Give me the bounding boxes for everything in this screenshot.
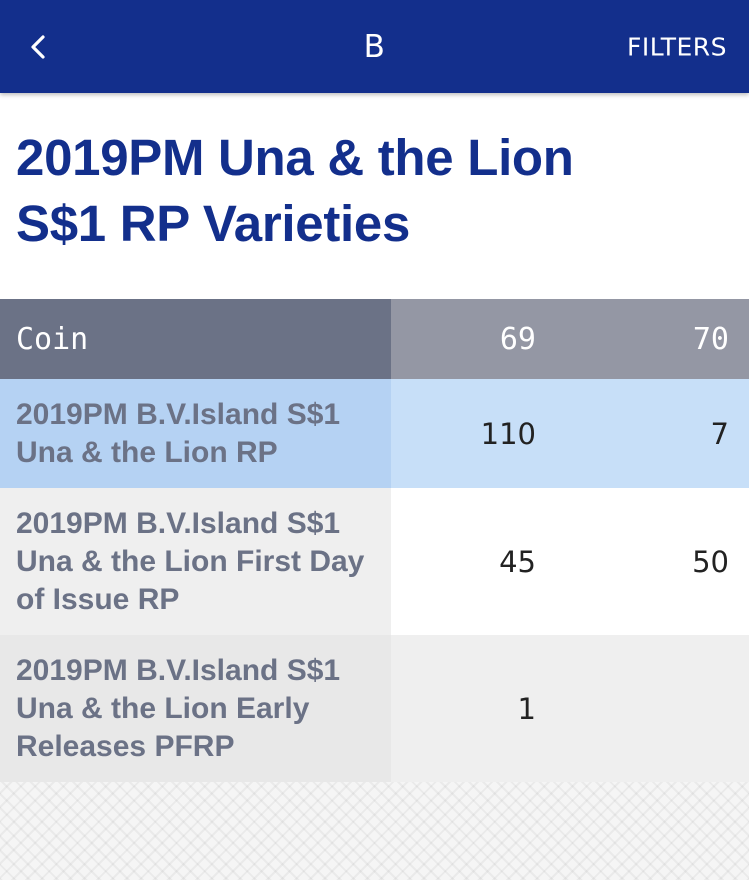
grade-70-count[interactable]: 50 [536, 488, 749, 635]
page-title: 2019PM Una & the Lion S$1 RP Varieties [16, 129, 574, 252]
background-pattern [0, 782, 749, 880]
column-header-69[interactable]: 69 [391, 299, 536, 379]
page-header: 2019PM Una & the Lion S$1 RP Varieties [0, 93, 749, 299]
coin-name[interactable]: 2019PM B.V.Island S$1 Una & the Lion Ear… [16, 653, 341, 763]
coin-cell[interactable]: 2019PM B.V.Island S$1 Una & the Lion Fir… [0, 488, 391, 635]
grade-70-count[interactable] [536, 635, 749, 782]
coin-name[interactable]: 2019PM B.V.Island S$1 Una & the Lion RP [16, 397, 341, 469]
coin-name[interactable]: 2019PM B.V.Island S$1 Una & the Lion Fir… [16, 506, 365, 616]
back-button[interactable] [22, 27, 54, 67]
grade-69-count[interactable]: 110 [391, 379, 536, 488]
table-row[interactable]: 2019PM B.V.Island S$1 Una & the Lion RP … [0, 379, 749, 488]
column-header-70[interactable]: 70 [536, 299, 749, 379]
varieties-table: Coin 69 70 2019PM B.V.Island S$1 Una & t… [0, 299, 749, 782]
table-row[interactable]: 2019PM B.V.Island S$1 Una & the Lion Fir… [0, 488, 749, 635]
table-header-row: Coin 69 70 [0, 299, 749, 379]
top-nav-bar: B FILTERS [0, 0, 749, 93]
grade-69-count[interactable]: 1 [391, 635, 536, 782]
grade-69-count[interactable]: 45 [391, 488, 536, 635]
chevron-left-icon [31, 34, 45, 59]
nav-title: B [363, 28, 386, 65]
coin-cell[interactable]: 2019PM B.V.Island S$1 Una & the Lion RP [0, 379, 391, 488]
table-row[interactable]: 2019PM B.V.Island S$1 Una & the Lion Ear… [0, 635, 749, 782]
filters-button[interactable]: FILTERS [626, 32, 727, 61]
coin-cell[interactable]: 2019PM B.V.Island S$1 Una & the Lion Ear… [0, 635, 391, 782]
grade-70-count[interactable]: 7 [536, 379, 749, 488]
column-header-coin[interactable]: Coin [0, 299, 391, 379]
